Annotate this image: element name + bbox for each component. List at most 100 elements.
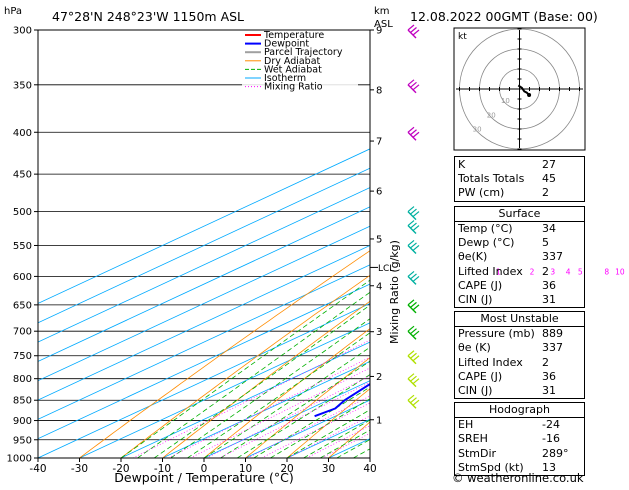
mixing-ratio-label: 10 [615, 267, 625, 276]
index-row: StmSpd (kt)13 [455, 461, 584, 475]
wind-barb-feather [413, 276, 419, 281]
wind-barb-feather [408, 374, 414, 379]
wind-barb [408, 300, 419, 313]
mixing-ratio-label: 8 [604, 267, 609, 276]
wind-barb-feather [411, 274, 417, 279]
altitude-tick-label: 1 [376, 415, 382, 426]
wind-barb-feather [413, 400, 419, 405]
hodograph-endpoint [527, 93, 531, 97]
index-row: CAPE (J)36 [455, 370, 584, 384]
pressure-tick-label: 850 [13, 396, 32, 407]
pressure-tick-label: 300 [13, 26, 32, 37]
pressure-tick-label: 950 [13, 435, 32, 446]
wind-barb-feather [413, 356, 419, 361]
wind-barb [408, 271, 419, 284]
temperature-tick-label: -30 [71, 463, 88, 475]
temperature-tick-label: 30 [322, 463, 335, 475]
wind-barb [408, 351, 419, 364]
index-label: CIN (J) [455, 384, 539, 398]
wind-barb-feather [408, 221, 414, 226]
index-value: 337 [539, 250, 584, 264]
pressure-tick-label: 1000 [7, 454, 32, 465]
pressure-tick-label: 600 [13, 272, 32, 283]
index-label: PW (cm) [455, 186, 539, 200]
pressure-tick-label: 400 [13, 128, 32, 139]
index-value: 289° [539, 447, 584, 461]
x-axis-title: Dewpoint / Temperature (°C) [114, 470, 293, 485]
mixing-ratio-axis-title: Mixing Ratio (g/kg) [388, 240, 401, 344]
wind-barb-feather [413, 245, 419, 250]
wind-barb [408, 326, 419, 339]
index-value: 337 [539, 341, 584, 355]
legend-label: Mixing Ratio [264, 82, 323, 93]
altitude-tick-label: 9 [376, 26, 382, 37]
location-title: 47°28'N 248°23'W 1150m ASL [52, 9, 244, 24]
hodograph-indices-title: Hodograph [455, 403, 584, 418]
altitude-tick-label: 6 [376, 187, 382, 198]
wind-barb-feather [411, 28, 417, 33]
index-value: 34 [539, 222, 584, 236]
plot-frame [38, 30, 370, 458]
index-label: Dewp (°C) [455, 236, 539, 250]
index-row: CIN (J)31 [455, 293, 584, 307]
altitude-tick-label: 3 [376, 327, 382, 338]
pressure-tick-label: 550 [13, 241, 32, 252]
wind-barb-feather [411, 329, 417, 334]
index-value: 2 [539, 186, 584, 200]
wind-barb-feather [411, 223, 417, 228]
altitude-tick-label: 2 [376, 372, 382, 383]
index-label: Lifted Index [455, 265, 539, 279]
wind-barb-feather [408, 240, 414, 245]
index-row: CAPE (J)36 [455, 279, 584, 293]
altitude-tick-label: 5 [376, 234, 382, 245]
index-label: EH [455, 418, 539, 432]
pressure-tick-label: 700 [13, 327, 32, 338]
wind-barb-feather [411, 209, 417, 214]
index-value: 2 [539, 265, 584, 279]
wind-barb-feather [411, 302, 417, 307]
dry-adiabat-line [619, 30, 629, 458]
wind-barb [408, 25, 419, 38]
pressure-tick-label: 900 [13, 416, 32, 427]
index-label: Totals Totals [455, 172, 539, 186]
altitude-tick-label: 8 [376, 85, 382, 96]
altitude-tick-label: 4 [376, 281, 382, 292]
km-label: km [374, 6, 390, 17]
wind-barb-feather [413, 212, 419, 217]
index-row: θe(K)337 [455, 250, 584, 264]
wind-barb-feather [411, 398, 417, 403]
index-row: SREH-16 [455, 432, 584, 446]
wind-barb-feather [411, 376, 417, 381]
wind-barb-feather [411, 353, 417, 358]
index-label: StmSpd (kt) [455, 461, 539, 475]
wind-barb [408, 395, 419, 408]
pressure-tick-label: 350 [13, 80, 32, 91]
wind-barb-feather [411, 82, 417, 87]
altitude-tick-label: 7 [376, 137, 382, 148]
surface-title: Surface [455, 207, 584, 222]
wind-barbs [408, 25, 419, 408]
hpa-label: hPa [4, 6, 22, 17]
pressure-tick-label: 800 [13, 374, 32, 385]
wind-barb [408, 240, 419, 253]
index-row: Temp (°C)34 [455, 222, 584, 236]
wind-barb [408, 80, 419, 93]
temperature-tick-label: 40 [363, 463, 376, 475]
index-label: SREH [455, 432, 539, 446]
index-value: -24 [539, 418, 584, 432]
wind-barb [408, 207, 419, 220]
index-label: θe(K) [455, 250, 539, 264]
